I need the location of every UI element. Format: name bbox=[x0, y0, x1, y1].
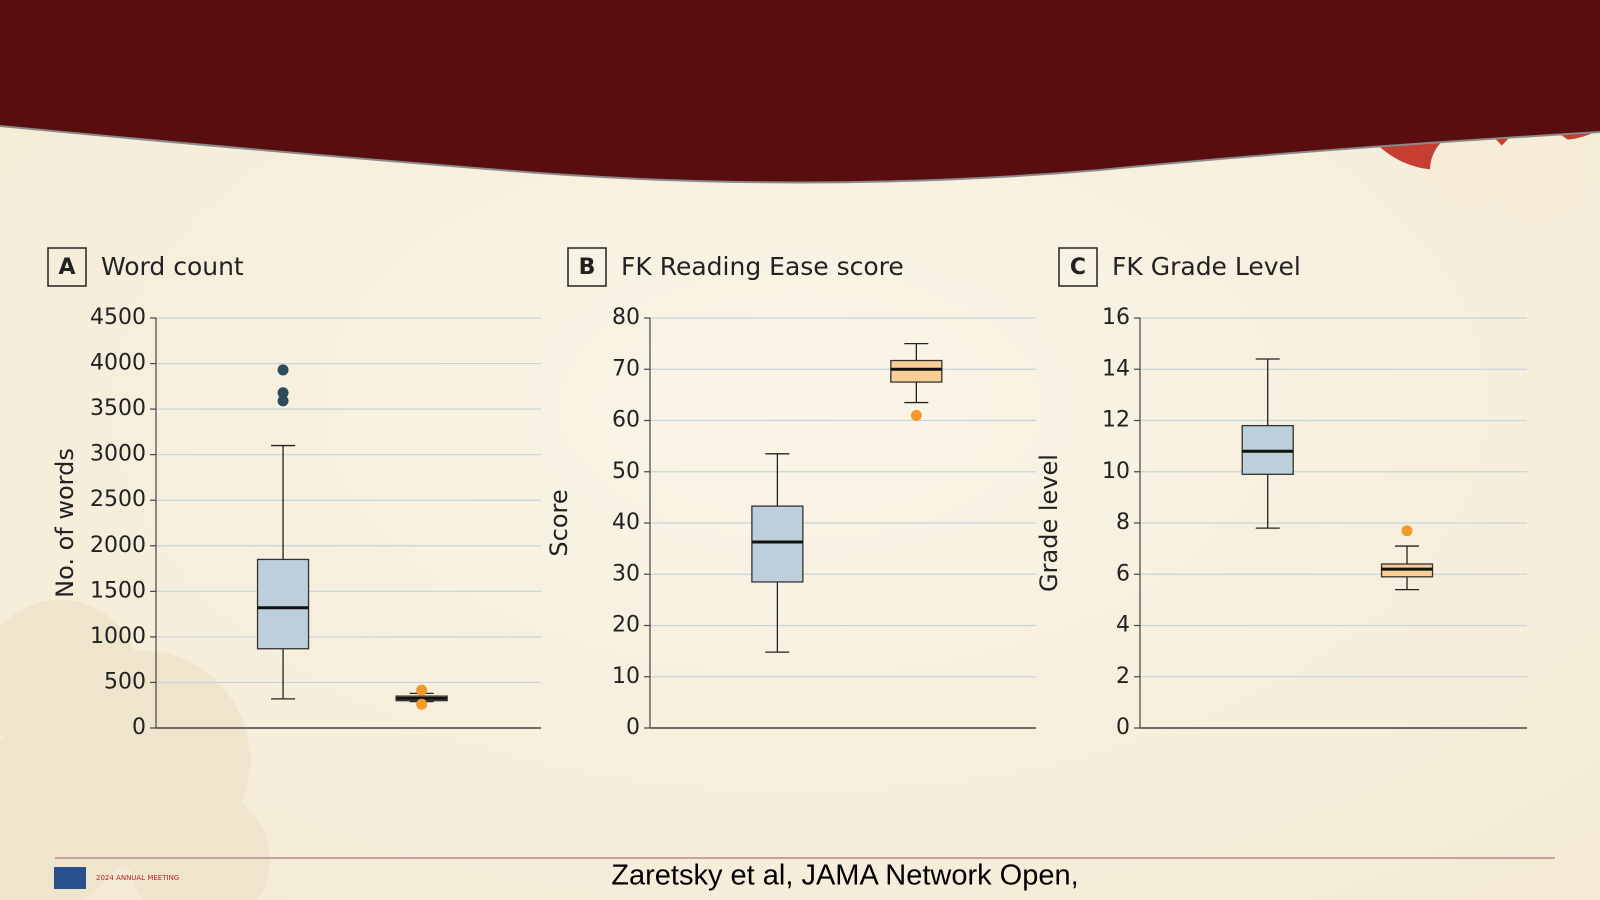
y-tick-label: 1500 bbox=[90, 578, 146, 603]
y-tick-label: 2000 bbox=[90, 533, 146, 558]
outlier bbox=[277, 395, 289, 407]
y-tick-label: 14 bbox=[1102, 356, 1130, 381]
panel-label-box bbox=[47, 247, 87, 287]
y-tick-label: 2500 bbox=[90, 487, 146, 512]
box bbox=[890, 359, 943, 383]
y-tick-label: 70 bbox=[612, 356, 640, 381]
y-tick-label: 500 bbox=[104, 669, 146, 694]
y-tick-label: 4 bbox=[1116, 613, 1130, 638]
header-band bbox=[0, 0, 1600, 183]
y-tick-label: 0 bbox=[626, 715, 640, 740]
cloud-decoration bbox=[0, 600, 270, 900]
outlier bbox=[277, 387, 289, 399]
y-tick-label: 16 bbox=[1102, 305, 1130, 330]
y-tick-label: 50 bbox=[612, 459, 640, 484]
y-tick-label: 2 bbox=[1116, 664, 1130, 689]
y-tick-label: 8 bbox=[1116, 510, 1130, 535]
y-tick-label: 6 bbox=[1116, 561, 1130, 586]
panel-label: C bbox=[1070, 255, 1086, 280]
y-tick-label: 12 bbox=[1102, 408, 1130, 433]
header-edge bbox=[0, 125, 1600, 184]
chart-panel: A Word count No. of words 0 500 1000 1500 2000 2… bbox=[47, 247, 541, 740]
y-tick-label: 0 bbox=[1116, 715, 1130, 740]
outlier bbox=[416, 698, 428, 710]
panel-label-box bbox=[567, 247, 607, 287]
chart-panel: B FK Reading Ease score Score 0 10 20 30 40 50 60… bbox=[545, 247, 1036, 740]
y-axis-label: Grade level bbox=[1035, 454, 1063, 592]
y-tick-label: 0 bbox=[132, 715, 146, 740]
y-tick-label: 20 bbox=[612, 613, 640, 638]
logo bbox=[54, 867, 86, 889]
outlier bbox=[1401, 525, 1413, 537]
y-tick-label: 10 bbox=[1102, 459, 1130, 484]
outlier bbox=[416, 684, 428, 696]
box bbox=[256, 558, 310, 650]
panel-label: B bbox=[579, 255, 596, 280]
chart-title: FK Grade Level bbox=[1112, 252, 1301, 281]
y-tick-label: 4500 bbox=[90, 305, 146, 330]
panel-label: A bbox=[58, 255, 75, 280]
y-tick-label: 10 bbox=[612, 664, 640, 689]
meeting-label: 2024 ANNUAL MEETING bbox=[96, 874, 179, 882]
y-tick-label: 3500 bbox=[90, 396, 146, 421]
y-axis-label: No. of words bbox=[51, 448, 79, 598]
y-tick-label: 30 bbox=[612, 561, 640, 586]
y-tick-label: 1000 bbox=[90, 624, 146, 649]
citation: Zaretsky et al, JAMA Network Open, bbox=[611, 860, 1078, 892]
y-tick-label: 4000 bbox=[90, 351, 146, 376]
y-axis-label: Score bbox=[545, 489, 573, 556]
chart-title: Word count bbox=[101, 252, 244, 281]
panel-label-box bbox=[1058, 247, 1098, 287]
y-tick-label: 40 bbox=[612, 510, 640, 535]
outlier bbox=[277, 364, 289, 376]
chart-panel: C FK Grade Level Grade level 0 2 4 6 8 10 12 14 16 bbox=[1035, 247, 1527, 740]
y-tick-label: 80 bbox=[612, 305, 640, 330]
outlier bbox=[910, 409, 922, 421]
y-tick-label: 60 bbox=[612, 408, 640, 433]
chart-title: FK Reading Ease score bbox=[621, 252, 904, 281]
y-tick-label: 3000 bbox=[90, 442, 146, 467]
box bbox=[751, 505, 804, 583]
